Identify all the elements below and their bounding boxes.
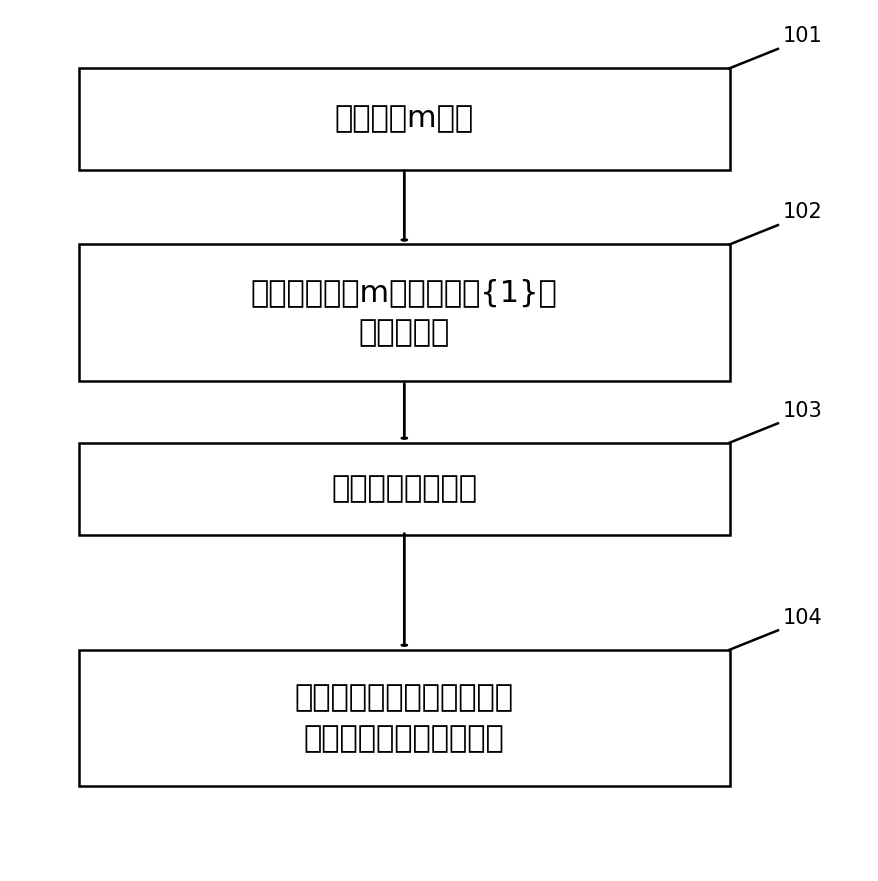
Bar	[79, 649, 729, 786]
Text: 对基本码进行向左循环移位
扩展，产生出零相关区码: 对基本码进行向左循环移位 扩展，产生出零相关区码	[294, 684, 514, 752]
Text: 选取初始m序列: 选取初始m序列	[335, 105, 473, 133]
Bar	[79, 244, 729, 381]
Text: 101: 101	[781, 26, 821, 46]
Text: 103: 103	[781, 401, 821, 421]
Bar	[79, 68, 729, 169]
Text: 102: 102	[781, 203, 821, 223]
Text: 选取零相关区长度: 选取零相关区长度	[331, 475, 477, 503]
Text: 104: 104	[781, 608, 821, 627]
Bar	[79, 442, 729, 535]
Text: 将选取的初始m序列和序列{1}组
合成基本码: 将选取的初始m序列和序列{1}组 合成基本码	[251, 278, 557, 347]
